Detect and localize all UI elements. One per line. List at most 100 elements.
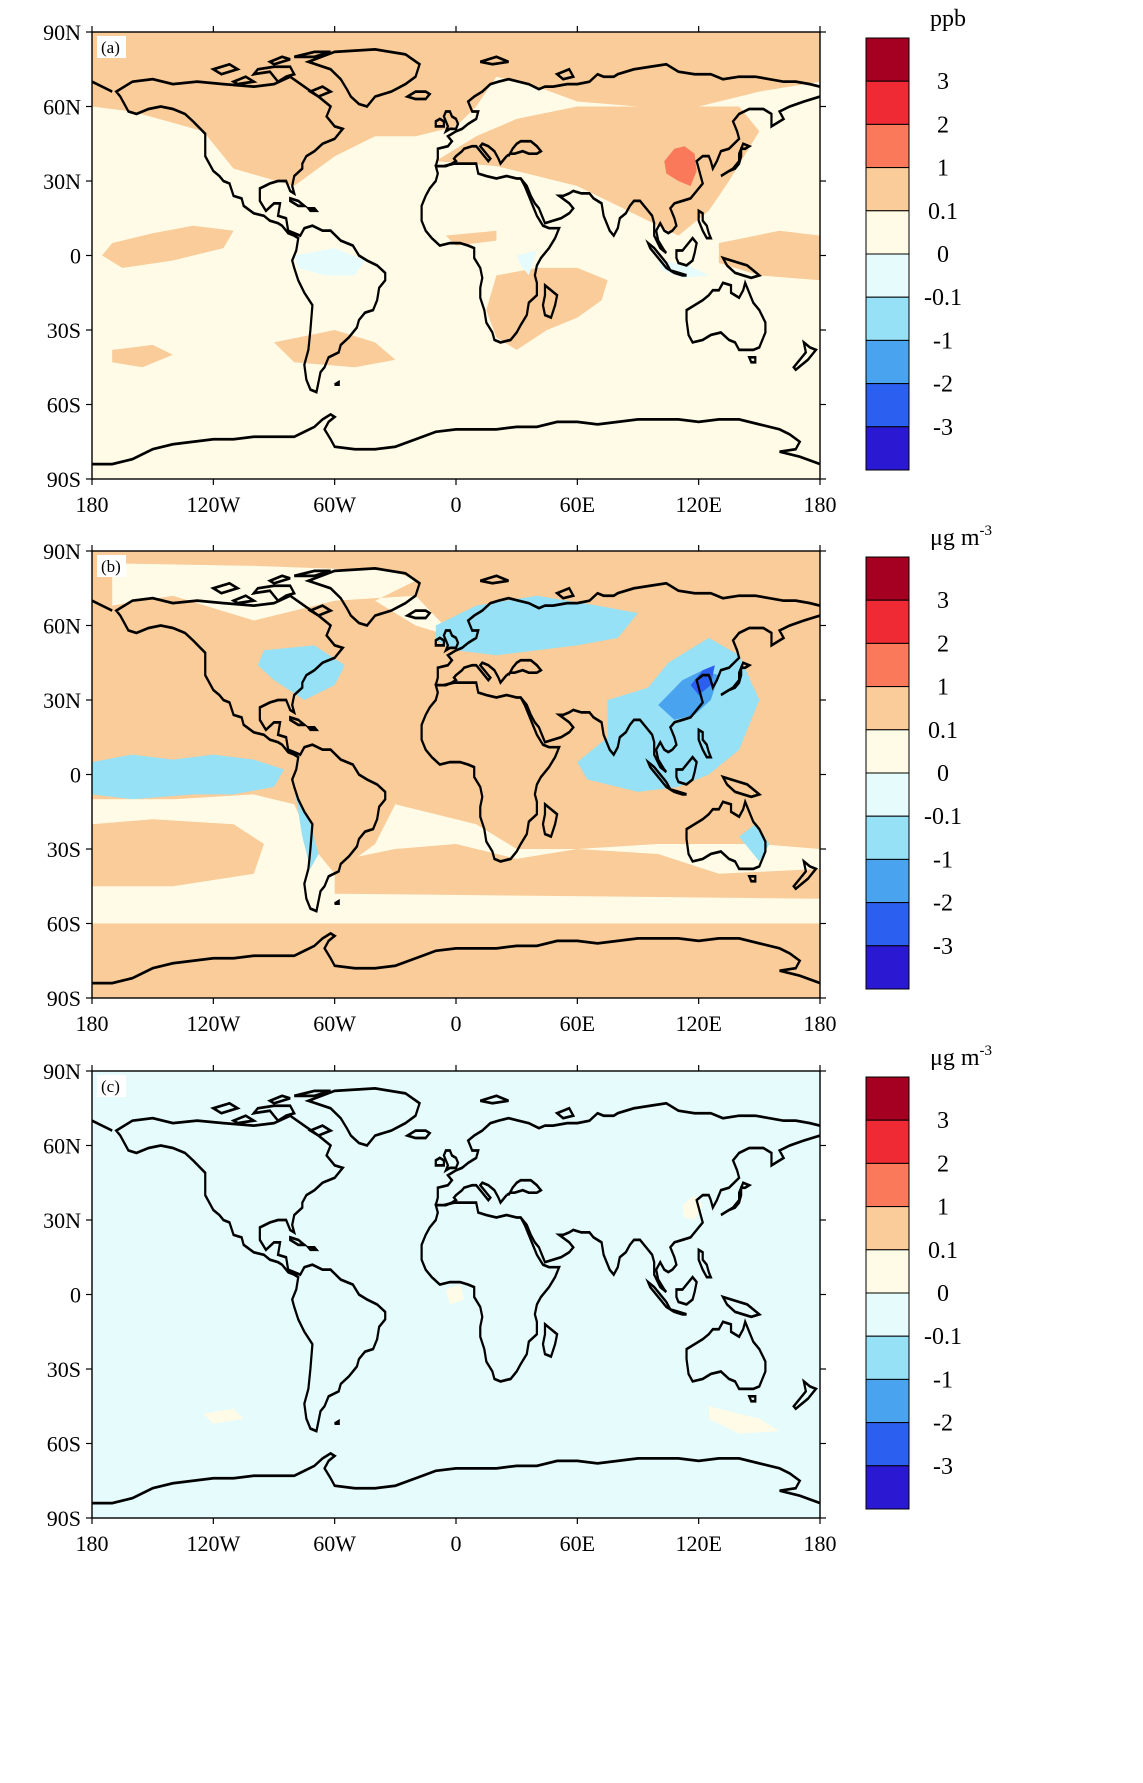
lon-tick-label: 120E (675, 492, 721, 517)
lat-tick-label: 30N (43, 1208, 81, 1233)
lon-tick-label: 60E (560, 1011, 595, 1036)
map-area (92, 1071, 820, 1518)
lon-tick-label: 60W (313, 1531, 356, 1556)
map-area (92, 32, 820, 479)
lon-tick-label: 60W (313, 1011, 356, 1036)
colorbar-label: -2 (933, 372, 953, 398)
colorbar-swatch (865, 1206, 910, 1251)
colorbar-label: -0.1 (924, 285, 962, 311)
colorbar-unit: μg m-3 (930, 523, 992, 551)
lat-tick-label: 60S (47, 1432, 81, 1457)
colorbar-unit: ppb (930, 6, 966, 32)
colorbar-swatch (865, 772, 910, 817)
colorbar-label: 2 (937, 112, 949, 138)
lon-tick-label: 180 (804, 1011, 837, 1036)
field-region (708, 1406, 780, 1434)
lat-tick-label: 90N (43, 20, 81, 45)
lon-tick-label: 120W (186, 492, 240, 517)
field-region (203, 1408, 244, 1424)
colorbar-label: 1 (937, 156, 949, 182)
panel-label-box (97, 555, 126, 577)
colorbar-label: 0.1 (928, 1238, 958, 1264)
lon-tick-label: 180 (804, 492, 837, 517)
field-region (718, 230, 820, 281)
lon-tick-label: 120W (186, 1011, 240, 1036)
colorbar-label: 3 (937, 69, 949, 95)
colorbar-swatch (865, 1335, 910, 1380)
lon-tick-label: 120E (675, 1531, 721, 1556)
colorbar-unit: μg m-3 (930, 1043, 992, 1071)
colorbar-label: -1 (933, 1367, 953, 1393)
colorbar-label: -0.1 (924, 804, 962, 830)
lon-tick-label: 60E (560, 492, 595, 517)
colorbar-label: -3 (933, 415, 953, 441)
field-region (658, 260, 709, 278)
lat-tick-label: 30S (47, 1357, 81, 1382)
lat-tick-label: 30S (47, 318, 81, 343)
colorbar-swatch (865, 1162, 910, 1208)
lon-tick-label: 0 (451, 1531, 462, 1556)
field-region (334, 844, 820, 899)
colorbar-label: -2 (933, 1411, 953, 1437)
colorbar: 3 2 1 0.1 0 -0.1 -1 -2 -3 (865, 556, 962, 990)
lat-tick-label: 90S (47, 467, 81, 492)
field-region (435, 595, 638, 656)
field-region (102, 225, 234, 268)
colorbar-label: -0.1 (924, 1324, 962, 1350)
field-region (92, 819, 264, 887)
colorbar-swatch (865, 210, 910, 255)
colorbar-swatch (865, 1422, 910, 1467)
unit-superscript: -3 (980, 523, 993, 539)
colorbar-label: -1 (933, 847, 953, 873)
colorbar-swatch (865, 556, 910, 601)
colorbar-swatch (865, 1076, 910, 1121)
colorbar-label: 2 (937, 631, 949, 657)
lat-tick-label: 90S (47, 1506, 81, 1531)
field-region (274, 330, 396, 368)
field-region (112, 563, 456, 638)
field-region (92, 32, 820, 186)
colorbar-swatch (865, 80, 910, 125)
colorbar-label: -2 (933, 891, 953, 917)
colorbar-swatch (865, 1465, 910, 1510)
colorbar-label: -3 (933, 1454, 953, 1480)
lat-tick-label: 0 (70, 763, 81, 788)
unit-main: μg m (930, 525, 980, 551)
colorbar-swatch (865, 296, 910, 341)
lat-tick-label: 30N (43, 169, 81, 194)
colorbar-label: 1 (937, 1195, 949, 1221)
colorbar-swatch (865, 642, 910, 688)
field-region (445, 1284, 465, 1305)
lon-tick-label: 120E (675, 1011, 721, 1036)
colorbar-label: 0 (937, 761, 949, 787)
field-region (294, 786, 319, 869)
field-region (664, 146, 697, 186)
panel-label: (c) (101, 1077, 120, 1096)
lat-tick-label: 90N (43, 539, 81, 564)
lat-tick-label: 90N (43, 1059, 81, 1084)
panel-label: (b) (101, 557, 121, 576)
lon-tick-label: 60W (313, 492, 356, 517)
colorbar-swatch (865, 945, 910, 990)
colorbar-swatch (865, 123, 910, 169)
lon-tick-label: 180 (76, 1011, 109, 1036)
colorbar-swatch (865, 426, 910, 471)
colorbar-swatch (865, 686, 910, 731)
field-region (516, 250, 537, 276)
colorbar-swatch (865, 815, 910, 860)
colorbar-label: 0 (937, 1281, 949, 1307)
panel-label-box (97, 1075, 126, 1097)
colorbar-label: 1 (937, 675, 949, 701)
unit-main: ppb (930, 6, 966, 32)
colorbar-swatch (865, 383, 910, 428)
lat-tick-label: 60N (43, 1134, 81, 1159)
colorbar-swatch (865, 339, 910, 385)
colorbar-swatch (865, 1249, 910, 1294)
lat-tick-label: 60S (47, 912, 81, 937)
colorbar-swatch (865, 858, 910, 904)
field-region (257, 645, 345, 700)
colorbar-label: 0.1 (928, 718, 958, 744)
lon-tick-label: 0 (451, 492, 462, 517)
